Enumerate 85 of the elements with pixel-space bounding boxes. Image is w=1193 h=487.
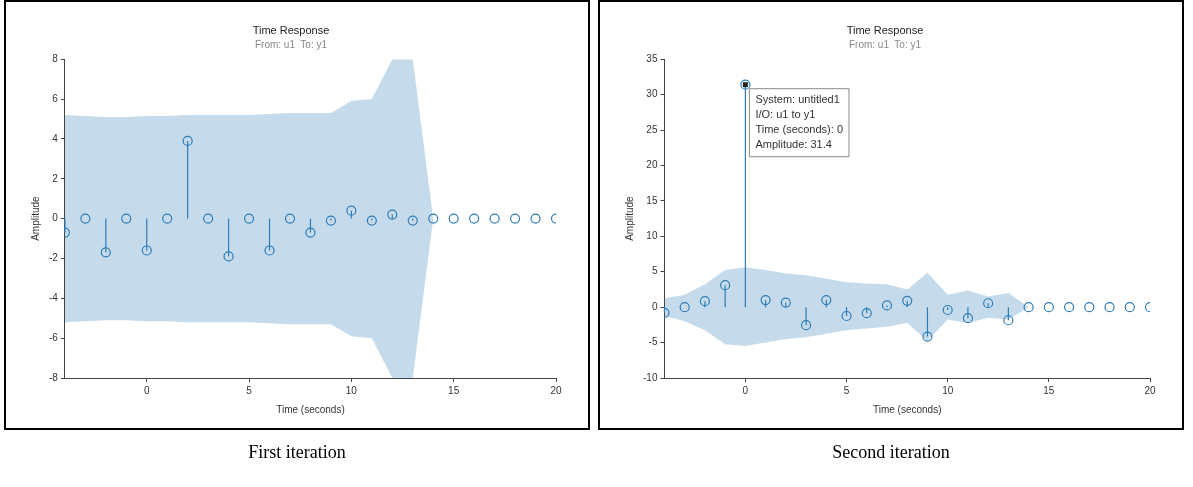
y-tick-label: 2	[52, 172, 59, 184]
x-tick-label: 0	[742, 384, 749, 396]
point	[448, 213, 459, 224]
x-tick-label: 5	[246, 384, 253, 396]
point	[284, 213, 296, 224]
point	[942, 304, 953, 316]
point	[983, 298, 994, 309]
x-axis-title: Time (seconds)	[276, 403, 345, 415]
point	[305, 227, 316, 238]
y-tick-label: -8	[48, 371, 59, 383]
y-axis-title: Amplitude	[29, 195, 41, 241]
y-tick-label: 30	[646, 88, 658, 100]
y-tick-label: 5	[651, 265, 658, 277]
point	[100, 247, 111, 258]
y-tick-label: -10	[643, 371, 658, 383]
point	[509, 213, 521, 224]
x-axis-title: Time (seconds)	[872, 403, 942, 415]
y-tick-label: 35	[646, 52, 658, 64]
point	[223, 251, 234, 262]
x-tick-label: 10	[345, 384, 358, 396]
point	[1063, 302, 1075, 313]
point	[325, 215, 337, 226]
point	[1084, 302, 1095, 313]
y-tick-label: 4	[52, 132, 59, 144]
y-tick-label: 0	[52, 212, 59, 224]
point	[902, 295, 913, 306]
point	[203, 213, 214, 224]
y-tick-label: -5	[648, 336, 658, 348]
point	[1104, 302, 1115, 313]
chart-title: Time Response	[846, 23, 924, 36]
x-tick-label: 15	[1043, 384, 1055, 396]
point	[861, 308, 872, 319]
y-tick-label: 0	[651, 300, 658, 312]
point	[922, 331, 933, 342]
annotation: System: untitled1 I/O: u1 to y1 Time (seconds): 0 Amplitude: 31.4	[755, 93, 843, 151]
y-tick-label: 20	[646, 159, 658, 171]
point	[182, 135, 193, 146]
point	[346, 205, 357, 216]
point	[407, 215, 418, 226]
point	[760, 294, 771, 306]
y-tick-label: 25	[646, 123, 658, 135]
point	[1023, 302, 1034, 313]
y-tick-label: 6	[52, 92, 59, 104]
x-tick-label: 20	[1144, 384, 1156, 396]
point	[1124, 302, 1135, 313]
x-tick-label: 15	[448, 384, 460, 396]
x-tick-label: 20	[550, 384, 562, 396]
point	[881, 300, 893, 311]
y-tick-label: -6	[48, 331, 59, 343]
y-tick-label: 8	[52, 52, 59, 64]
chart-subtitle: From: u1 To: y1	[254, 38, 328, 50]
point	[1003, 315, 1014, 326]
text: First iteration	[247, 442, 347, 463]
y-tick-label: 10	[646, 230, 658, 242]
point	[679, 302, 690, 313]
point	[1043, 302, 1054, 313]
text: Second iteration	[831, 442, 951, 463]
chart-subtitle: From: u1 To: y1	[848, 38, 922, 50]
point	[428, 213, 439, 224]
point	[699, 296, 711, 307]
x-tick-label: 5	[843, 384, 850, 396]
point	[80, 213, 91, 224]
point	[121, 213, 132, 224]
point	[720, 280, 731, 291]
point	[489, 213, 500, 224]
point	[780, 297, 791, 308]
point	[530, 213, 541, 224]
y-axis-title: Amplitude	[623, 195, 635, 241]
x-tick-label: 10	[942, 384, 954, 396]
point	[469, 213, 480, 224]
point	[841, 310, 852, 322]
point	[387, 209, 398, 220]
point	[800, 320, 812, 331]
point	[821, 294, 832, 306]
point	[141, 245, 152, 256]
point	[366, 215, 377, 226]
x-tick-label: 0	[143, 384, 150, 396]
y-tick-label: -2	[48, 252, 59, 264]
chart-title: Time Response	[252, 23, 330, 36]
point	[962, 313, 974, 324]
point	[264, 245, 275, 256]
y-tick-label: -4	[48, 292, 59, 304]
y-tick-label: 15	[646, 194, 658, 206]
point	[243, 213, 255, 224]
point	[162, 213, 173, 224]
